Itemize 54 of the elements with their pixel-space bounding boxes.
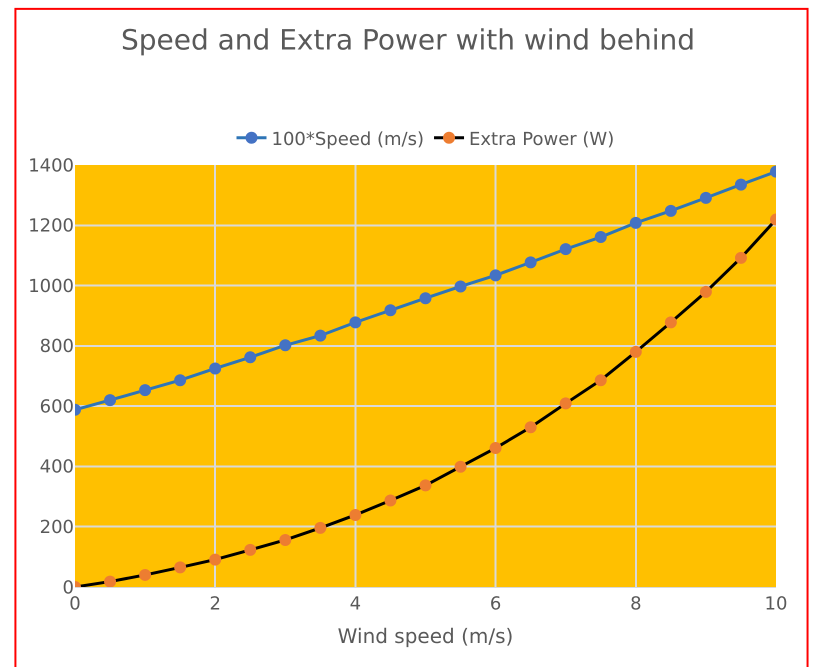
- point: [384, 304, 396, 316]
- point: [664, 316, 677, 328]
- y-tick-label: 1200: [28, 216, 74, 237]
- x-tick-label: 8: [630, 594, 642, 615]
- point: [104, 576, 116, 587]
- point: [490, 442, 502, 454]
- point: [734, 178, 747, 191]
- chart-title: Speed and Extra Power with wind behind: [120, 24, 696, 57]
- y-tick-label: 200: [40, 517, 74, 538]
- point: [700, 286, 712, 298]
- point: [209, 554, 222, 566]
- legend-label: Extra Power (W): [469, 128, 614, 150]
- point: [420, 292, 432, 304]
- point: [314, 522, 326, 534]
- point: [490, 269, 502, 282]
- y-tick-label: 1000: [28, 276, 74, 297]
- point: [279, 534, 292, 546]
- point: [209, 362, 222, 374]
- point: [454, 460, 467, 473]
- point: [664, 204, 677, 217]
- point: [139, 384, 152, 396]
- point: [594, 231, 607, 244]
- point: [349, 316, 362, 328]
- point: [524, 256, 537, 268]
- x-axis-title: Wind speed (m/s): [338, 624, 514, 648]
- x-tick-label: 4: [350, 594, 362, 615]
- point: [630, 216, 642, 229]
- x-tick-label: 6: [490, 594, 502, 615]
- point: [734, 252, 747, 264]
- point: [560, 397, 572, 410]
- point: [174, 374, 186, 386]
- legend-label: 100*Speed (m/s): [272, 128, 424, 150]
- point: [454, 280, 467, 292]
- y-tick-label: 400: [40, 456, 74, 478]
- y-tick-label: 600: [40, 396, 74, 418]
- point: [104, 394, 116, 406]
- point: [314, 330, 326, 342]
- y-tick-label: 1400: [28, 155, 74, 176]
- point: [349, 508, 362, 521]
- point: [700, 192, 712, 204]
- x-tick-label: 2: [209, 594, 221, 615]
- point: [174, 561, 186, 574]
- point: [279, 339, 292, 352]
- point: [560, 243, 572, 256]
- point: [630, 346, 642, 358]
- point: [594, 374, 607, 386]
- point: [384, 494, 396, 506]
- point: [420, 479, 432, 492]
- y-tick-label: 800: [40, 336, 74, 358]
- point: [139, 568, 152, 581]
- x-tick-label: 10: [764, 594, 788, 615]
- point: [524, 421, 537, 434]
- point: [244, 544, 256, 556]
- point: [244, 351, 256, 364]
